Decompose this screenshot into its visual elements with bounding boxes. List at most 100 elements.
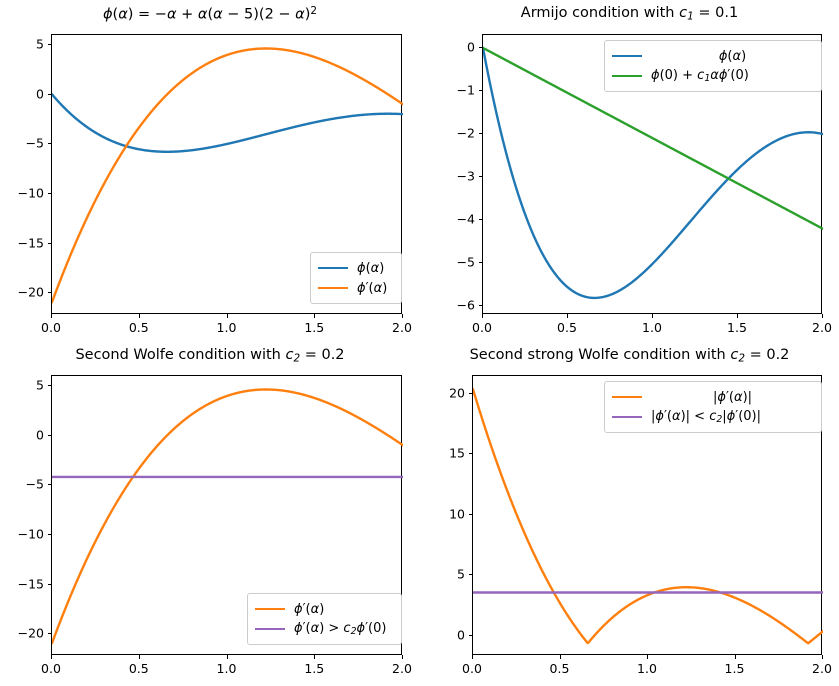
legend-swatch-line bbox=[255, 628, 285, 630]
legend-label: ϕ′(α) bbox=[357, 280, 388, 296]
xtick-mark bbox=[559, 655, 561, 659]
ytick-mark bbox=[478, 219, 482, 221]
ytick-mark bbox=[47, 93, 51, 95]
legend-strongwolfe2[interactable]: |ϕ′(α)| |ϕ′(α)| < c2|ϕ′(0)| bbox=[604, 381, 822, 433]
ytick-mark bbox=[47, 533, 51, 535]
ytick-label: 5 bbox=[36, 377, 44, 393]
ytick-label: 5 bbox=[457, 566, 465, 582]
xtick-mark bbox=[314, 655, 316, 659]
xtick-mark bbox=[737, 314, 738, 318]
ytick-mark bbox=[468, 453, 472, 455]
legend-label: ϕ(0) + c1αϕ′(0) bbox=[651, 67, 749, 85]
panel-title-strongwolfe2: Second strong Wolfe condition with c2 = … bbox=[469, 347, 790, 365]
legend-entry: ϕ′(α) bbox=[255, 599, 394, 619]
ytick-label: 10 bbox=[449, 506, 465, 522]
xtick-label: 0.0 bbox=[41, 320, 61, 335]
xtick-label: 1.5 bbox=[727, 320, 747, 335]
legend-entry: ϕ(0) + c1αϕ′(0) bbox=[612, 66, 814, 86]
xtick-mark bbox=[822, 655, 823, 659]
panel-armijo: Armijo condition with c1 = 0.1 0 −1 −2 −… bbox=[420, 0, 839, 343]
ytick-mark bbox=[468, 634, 472, 636]
ytick-label: −15 bbox=[17, 576, 44, 592]
panel-title-wolfe2: Second Wolfe condition with c2 = 0.2 bbox=[75, 347, 345, 365]
xtick-mark bbox=[314, 314, 316, 318]
ytick-mark bbox=[478, 133, 482, 134]
legend-label: ϕ′(α) bbox=[294, 601, 325, 617]
ytick-label: −6 bbox=[456, 297, 475, 313]
xtick-mark bbox=[226, 314, 228, 318]
ytick-mark bbox=[47, 242, 51, 244]
xtick-label: 1.5 bbox=[304, 320, 325, 335]
ytick-mark bbox=[47, 44, 51, 45]
legend-swatch-line bbox=[612, 75, 642, 77]
plot-lines-wolfe2 bbox=[52, 388, 403, 645]
xtick-label: 0.5 bbox=[128, 320, 149, 335]
xtick-mark bbox=[647, 655, 648, 659]
xtick-mark bbox=[138, 655, 140, 659]
xtick-mark bbox=[402, 314, 403, 318]
legend-entry: |ϕ′(α)| bbox=[612, 387, 814, 407]
plot-lines-armijo bbox=[483, 46, 823, 300]
series-line bbox=[483, 46, 823, 231]
xtick-mark bbox=[402, 655, 403, 659]
legend-label: ϕ(α) bbox=[357, 260, 385, 276]
plot-lines-strongwolfe2 bbox=[473, 388, 823, 645]
ytick-label: 15 bbox=[449, 445, 465, 461]
xtick-mark bbox=[567, 314, 568, 318]
xtick-label: 2.0 bbox=[812, 320, 832, 335]
legend-wolfe2[interactable]: ϕ′(α) ϕ′(α) > c2ϕ′(0) bbox=[247, 593, 402, 645]
ytick-label: −5 bbox=[456, 254, 475, 270]
legend-swatch-line bbox=[255, 608, 285, 610]
ytick-label: −5 bbox=[25, 476, 44, 492]
ytick-mark bbox=[478, 176, 482, 177]
ytick-mark bbox=[47, 583, 51, 585]
xtick-label: 1.5 bbox=[304, 661, 325, 676]
legend-swatch-line bbox=[612, 55, 642, 57]
xtick-mark bbox=[734, 655, 736, 659]
ytick-mark bbox=[47, 434, 51, 436]
ytick-label: −10 bbox=[17, 185, 44, 201]
xtick-label: 1.0 bbox=[637, 661, 657, 676]
xtick-label: 2.0 bbox=[812, 661, 832, 676]
legend-armijo[interactable]: ϕ(α) ϕ(0) + c1αϕ′(0) bbox=[604, 40, 822, 92]
ytick-label: −10 bbox=[17, 526, 44, 542]
ytick-mark bbox=[468, 574, 472, 576]
xtick-label: 1.5 bbox=[724, 661, 745, 676]
ytick-label: −3 bbox=[456, 168, 475, 184]
ytick-mark bbox=[468, 393, 472, 394]
legend-entry: |ϕ′(α)| < c2|ϕ′(0)| bbox=[612, 407, 814, 427]
ytick-mark bbox=[47, 292, 51, 294]
ytick-mark bbox=[47, 143, 51, 145]
xtick-mark bbox=[652, 314, 653, 318]
xtick-mark bbox=[51, 655, 52, 659]
plot-lines-phi bbox=[52, 47, 403, 304]
series-line bbox=[52, 388, 403, 645]
ytick-label: −15 bbox=[17, 235, 44, 251]
xtick-label: 0.0 bbox=[472, 320, 492, 335]
ytick-label: 0 bbox=[457, 627, 465, 643]
ytick-mark bbox=[478, 262, 482, 264]
xtick-mark bbox=[138, 314, 140, 318]
legend-entry: ϕ(α) bbox=[318, 258, 394, 278]
ytick-label: 0 bbox=[467, 39, 475, 55]
xtick-label: 0.0 bbox=[462, 661, 482, 676]
xtick-label: 2.0 bbox=[392, 661, 412, 676]
panel-strongwolfe2: Second strong Wolfe condition with c2 = … bbox=[420, 343, 839, 686]
legend-label: |ϕ′(α)| < c2|ϕ′(0)| bbox=[651, 408, 762, 426]
legend-phi[interactable]: ϕ(α) ϕ′(α) bbox=[310, 252, 402, 304]
ytick-mark bbox=[47, 484, 51, 486]
ytick-label: −4 bbox=[456, 211, 475, 227]
ytick-mark bbox=[478, 46, 482, 48]
ytick-mark bbox=[47, 385, 51, 386]
panel-wolfe2: Second Wolfe condition with c2 = 0.2 5 0… bbox=[0, 343, 420, 686]
xtick-mark bbox=[482, 314, 483, 318]
legend-entry: ϕ′(α) > c2ϕ′(0) bbox=[255, 619, 394, 639]
legend-entry: ϕ′(α) bbox=[318, 278, 394, 298]
series-line bbox=[473, 388, 823, 645]
xtick-label: 1.0 bbox=[642, 320, 662, 335]
ytick-mark bbox=[478, 305, 482, 307]
ytick-label: 20 bbox=[449, 385, 465, 401]
ytick-mark bbox=[47, 633, 51, 635]
xtick-label: 0.5 bbox=[557, 320, 577, 335]
